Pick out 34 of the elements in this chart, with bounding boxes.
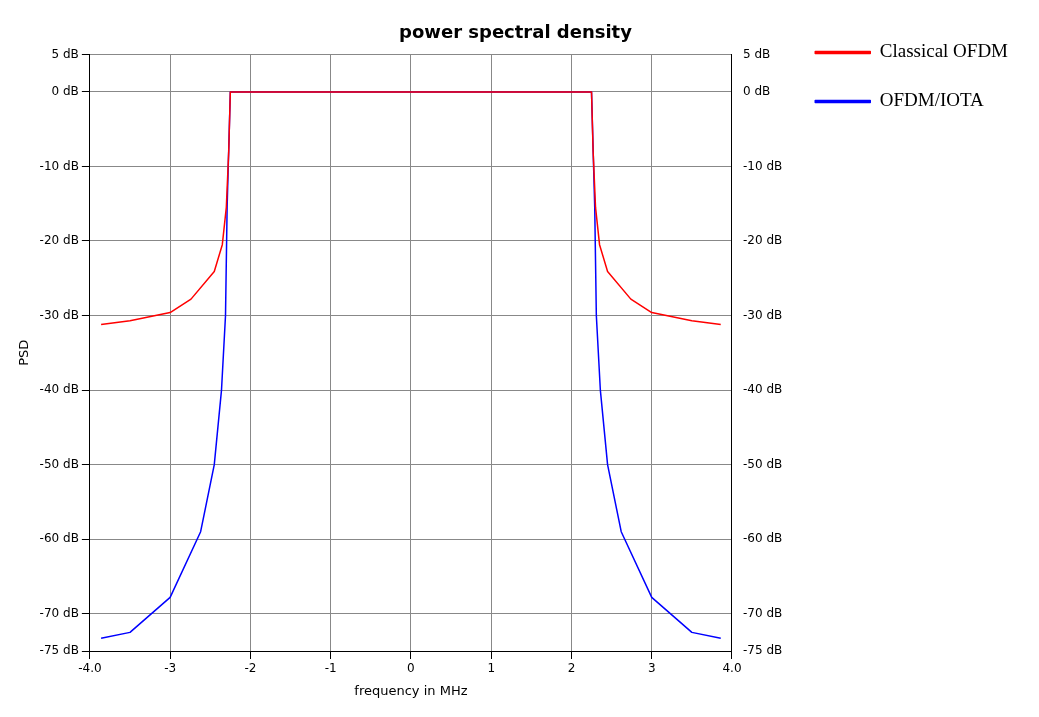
y2-tick-label: -60 dB — [742, 531, 783, 546]
x-tick-label: -2 — [244, 661, 257, 676]
x-tick-label: -4.0 — [78, 661, 102, 676]
y-tick-label: -75 dB — [39, 643, 79, 658]
x-tick-label: 0 — [407, 661, 415, 676]
x-tick-label: 2 — [567, 661, 576, 676]
y-axis-title: PSD — [16, 339, 32, 366]
y2-tick-label: 0 dB — [742, 84, 771, 98]
y2-tick-label: -20 dB — [742, 233, 783, 248]
y-tick-label: 5 dB — [51, 46, 79, 61]
x-axis-title: frequency in MHz — [354, 682, 468, 698]
y2-tick-label: -75 dB — [742, 643, 783, 658]
y-tick-label: -30 dB — [39, 307, 79, 322]
legend-label: Classical OFDM — [879, 40, 1009, 62]
y2-tick-label: -40 dB — [742, 382, 783, 397]
x-tick-label: 4.0 — [722, 661, 742, 676]
y-tick-label: -10 dB — [39, 158, 79, 173]
y2-tick-label: -70 dB — [742, 605, 783, 620]
y-tick-label: 0 dB — [51, 84, 79, 98]
y-tick-label: -40 dB — [39, 382, 79, 397]
x-tick-label: -1 — [324, 661, 337, 676]
y-tick-label: -70 dB — [39, 605, 79, 620]
y2-tick-label: 5 dB — [742, 46, 771, 61]
y2-tick-label: -50 dB — [742, 456, 783, 471]
y-tick-label: -50 dB — [39, 456, 79, 471]
x-tick-label: -3 — [164, 661, 177, 676]
y2-tick-label: -30 dB — [742, 307, 783, 322]
y-tick-label: -20 dB — [39, 233, 79, 248]
x-tick-label: 3 — [647, 661, 656, 676]
legend-label: OFDM/IOTA — [879, 89, 985, 111]
y-tick-label: -60 dB — [39, 531, 79, 546]
x-tick-label: 1 — [487, 661, 496, 676]
chart-title: power spectral density — [399, 21, 633, 43]
y2-tick-label: -10 dB — [742, 158, 783, 173]
